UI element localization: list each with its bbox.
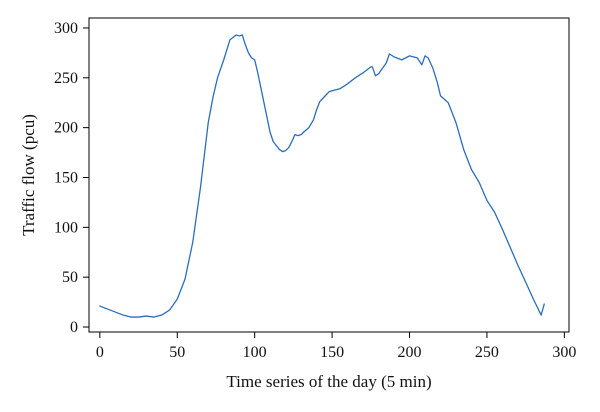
y-tick-label: 0 xyxy=(70,319,78,336)
plot-area: 0 50 100 150 200 250 300 0 50 100 150 200 250 300 xyxy=(54,17,576,361)
x-tick-label: 150 xyxy=(320,344,344,361)
tick-labels: 0 50 100 150 200 250 300 0 50 100 150 200 250 300 xyxy=(54,20,576,361)
y-tick-label: 150 xyxy=(54,169,78,186)
x-tick-label: 0 xyxy=(96,344,104,361)
y-tick-label: 50 xyxy=(62,269,78,286)
x-tick-label: 250 xyxy=(475,344,499,361)
x-tick-label: 50 xyxy=(169,344,185,361)
traffic-flow-line xyxy=(99,34,545,318)
x-axis-label: Time series of the day (5 min) xyxy=(226,372,431,391)
y-tick-label: 100 xyxy=(54,219,78,236)
y-tick-label: 300 xyxy=(54,20,78,37)
x-tick-label: 200 xyxy=(398,344,422,361)
axes-frame xyxy=(88,17,570,333)
y-tick-label: 200 xyxy=(54,120,78,137)
x-tick-label: 300 xyxy=(552,344,576,361)
tick-marks xyxy=(83,27,565,338)
y-tick-label: 250 xyxy=(54,70,78,87)
y-axis-label: Traffic flow (pcu) xyxy=(19,114,38,236)
x-tick-label: 100 xyxy=(243,344,267,361)
